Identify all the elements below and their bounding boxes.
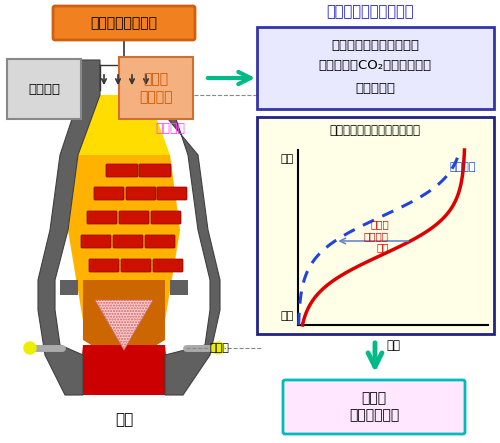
FancyBboxPatch shape [7,59,81,119]
Text: フェロコークスの役割: フェロコークスの役割 [326,4,414,19]
Text: 温度: 温度 [386,339,400,352]
FancyBboxPatch shape [121,259,151,272]
FancyBboxPatch shape [139,164,171,177]
FancyBboxPatch shape [81,235,111,248]
FancyBboxPatch shape [257,27,494,109]
Polygon shape [68,95,180,355]
FancyBboxPatch shape [94,187,124,200]
Text: 焼結鉱還元反応温度の低温化: 焼結鉱還元反応温度の低温化 [330,124,420,137]
Text: 鉄鉱石（焼結鉱）: 鉄鉱石（焼結鉱） [90,16,158,30]
Text: 金属鉄の触媒効果により: 金属鉄の触媒効果により [331,39,419,51]
Circle shape [24,342,36,354]
FancyBboxPatch shape [119,57,193,119]
FancyBboxPatch shape [126,187,156,200]
FancyBboxPatch shape [153,259,183,272]
FancyBboxPatch shape [145,235,175,248]
Text: 従来操業: 従来操業 [450,162,476,172]
Text: 羽口: 羽口 [281,311,294,321]
FancyBboxPatch shape [257,117,494,334]
Text: 高炉: 高炉 [115,412,133,427]
FancyBboxPatch shape [119,211,149,224]
Polygon shape [60,280,78,295]
FancyBboxPatch shape [157,187,187,200]
Polygon shape [38,60,100,395]
FancyBboxPatch shape [106,164,138,177]
FancyBboxPatch shape [53,6,195,40]
FancyBboxPatch shape [113,235,143,248]
Text: フェロ
コークス: フェロ コークス [139,72,173,104]
Text: 微粉炭: 微粉炭 [210,343,230,353]
Polygon shape [83,280,165,355]
Polygon shape [78,345,170,395]
Text: 炉頂: 炉頂 [281,154,294,164]
Circle shape [212,342,224,354]
Text: コークスとCO₂との反応が低: コークスとCO₂との反応が低 [318,58,432,71]
Polygon shape [95,300,153,350]
Polygon shape [148,60,220,395]
FancyBboxPatch shape [89,259,119,272]
Polygon shape [68,155,180,355]
Text: 温から促進: 温から促進 [355,82,395,94]
Text: フェロ
コークス
使用: フェロ コークス 使用 [364,219,389,253]
FancyBboxPatch shape [151,211,181,224]
Polygon shape [170,280,188,295]
Text: 還元材比低減: 還元材比低減 [349,408,399,422]
FancyBboxPatch shape [283,380,465,434]
Text: 高炉の: 高炉の [362,391,386,405]
FancyBboxPatch shape [87,211,117,224]
Text: 高反応性: 高反応性 [155,121,185,135]
Text: コークス: コークス [28,82,60,96]
